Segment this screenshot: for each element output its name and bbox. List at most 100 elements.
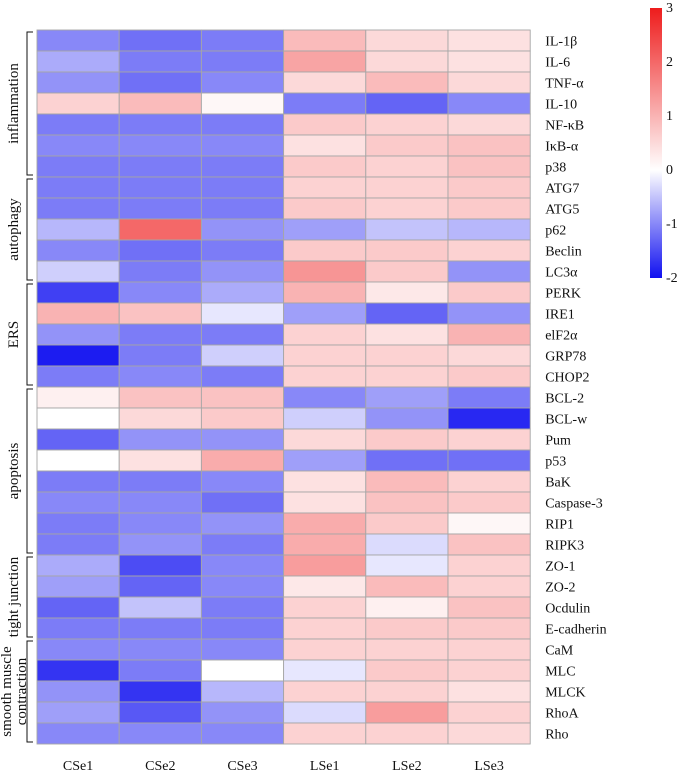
- colorbar-gradient: [650, 8, 662, 278]
- heatmap-cell: [283, 617, 367, 640]
- heatmap-cell: [447, 344, 531, 367]
- heatmap-cell: [365, 554, 449, 577]
- heatmap-cell: [118, 218, 202, 241]
- row-label: BaK: [545, 476, 571, 491]
- heatmap-cell: [36, 575, 120, 598]
- heatmap-cell: [283, 701, 367, 724]
- heatmap-cell: [283, 155, 367, 178]
- heatmap-cell: [200, 701, 285, 724]
- colorbar-tick-label: -1: [666, 217, 678, 232]
- group-label: autophagy: [6, 198, 22, 261]
- heatmap-cell: [447, 554, 531, 577]
- heatmap-cell: [365, 155, 449, 178]
- heatmap-cell: [36, 407, 120, 430]
- heatmap-cell: [447, 155, 531, 178]
- heatmap-cell: [365, 533, 449, 556]
- row-label: NF-κB: [545, 119, 584, 134]
- heatmap-cell: [283, 92, 367, 115]
- heatmap-cell: [283, 365, 367, 388]
- heatmap-cell: [118, 575, 202, 598]
- heatmap-cell: [365, 701, 449, 724]
- heatmap-cell: [36, 134, 120, 157]
- heatmap-cell: [200, 554, 285, 577]
- heatmap-cell: [36, 218, 120, 241]
- heatmap-cell: [36, 722, 120, 745]
- row-label: RIP1: [545, 518, 574, 533]
- row-label: CaM: [545, 644, 574, 659]
- heatmap-cell: [200, 323, 285, 346]
- row-label: ATG5: [545, 203, 579, 218]
- heatmap-cell: [447, 302, 531, 325]
- heatmap-cell: [447, 428, 531, 451]
- heatmap-cell: [283, 260, 367, 283]
- heatmap-cell: [447, 92, 531, 115]
- heatmap-cells: [36, 29, 531, 745]
- heatmap-cell: [447, 407, 531, 430]
- heatmap-cell: [36, 323, 120, 346]
- heatmap-cell: [365, 659, 449, 682]
- heatmap-cell: [36, 239, 120, 262]
- heatmap-cell: [283, 197, 367, 220]
- heatmap-cell: [36, 680, 120, 703]
- heatmap-cell: [200, 92, 285, 115]
- heatmap-cell: [36, 491, 120, 514]
- heatmap-cell: [365, 575, 449, 598]
- heatmap-cell: [118, 533, 202, 556]
- heatmap-cell: [200, 218, 285, 241]
- heatmap-cell: [447, 449, 531, 472]
- heatmap-cell: [200, 470, 285, 493]
- heatmap-cell: [36, 701, 120, 724]
- heatmap-cell: [283, 407, 367, 430]
- heatmap-cell: [200, 449, 285, 472]
- group-label: smooth musclecontraction: [0, 646, 30, 737]
- heatmap-cell: [200, 113, 285, 136]
- row-label: GRP78: [545, 350, 586, 365]
- heatmap-cell: [118, 491, 202, 514]
- heatmap-cell: [200, 344, 285, 367]
- heatmap-cell: [447, 491, 531, 514]
- group-bracket: [26, 178, 33, 281]
- heatmap-cell: [365, 113, 449, 136]
- heatmap-cell: [447, 617, 531, 640]
- heatmap-cell: [200, 302, 285, 325]
- heatmap-cell: [118, 323, 202, 346]
- row-label: p53: [545, 455, 566, 470]
- heatmap-cell: [36, 449, 120, 472]
- heatmap-cell: [200, 29, 285, 52]
- heatmap-cell: [365, 302, 449, 325]
- heatmap-cell: [200, 365, 285, 388]
- heatmap-cell: [36, 512, 120, 535]
- group-bracket: [26, 388, 33, 554]
- row-label: IRE1: [545, 308, 575, 323]
- colorbar-tick-label: 3: [666, 1, 673, 16]
- row-groups: inflammation autophagy ERS apoptosis tight j…: [0, 31, 33, 743]
- group-label: apoptosis: [6, 443, 22, 500]
- heatmap-cell: [447, 470, 531, 493]
- heatmap-cell: [36, 617, 120, 640]
- heatmap-cell: [118, 512, 202, 535]
- row-label: Rho: [545, 728, 568, 743]
- heatmap-cell: [283, 29, 367, 52]
- heatmap-cell: [283, 239, 367, 262]
- heatmap-cell: [365, 680, 449, 703]
- heatmap-cell: [36, 113, 120, 136]
- heatmap-cell: [447, 176, 531, 199]
- heatmap-cell: [365, 134, 449, 157]
- row-label: IL-6: [545, 56, 570, 71]
- heatmap-cell: [118, 113, 202, 136]
- heatmap-cell: [283, 344, 367, 367]
- heatmap-cell: [283, 302, 367, 325]
- heatmap-cell: [447, 365, 531, 388]
- heatmap-cell: [447, 659, 531, 682]
- heatmap-cell: [118, 680, 202, 703]
- heatmap-cell: [365, 344, 449, 367]
- row-label: ATG7: [545, 182, 579, 197]
- heatmap-cell: [118, 638, 202, 661]
- heatmap-cell: [118, 449, 202, 472]
- heatmap-cell: [200, 575, 285, 598]
- heatmap-cell: [118, 176, 202, 199]
- heatmap-cell: [283, 533, 367, 556]
- heatmap-cell: [365, 722, 449, 745]
- heatmap-cell: [283, 512, 367, 535]
- row-label: BCL-2: [545, 392, 584, 407]
